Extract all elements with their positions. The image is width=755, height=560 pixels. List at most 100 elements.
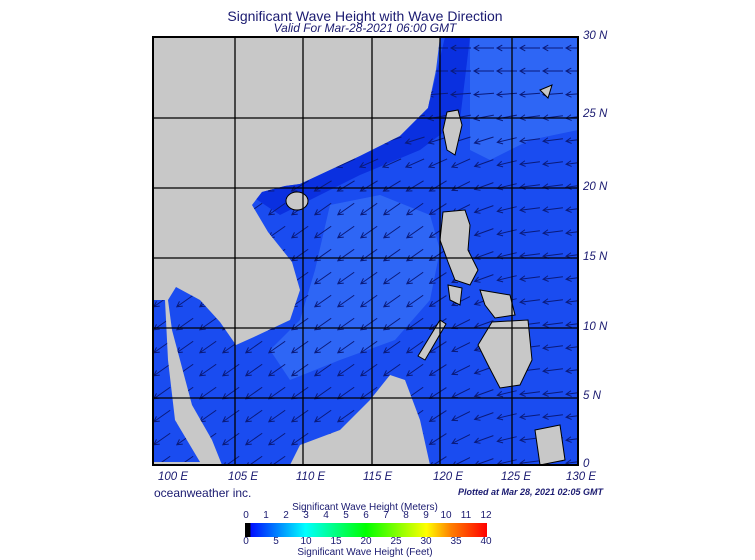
- colorbar-feet-tick: 15: [330, 536, 342, 547]
- wave-direction-arrow: [542, 206, 563, 213]
- wave-direction-arrow: [496, 160, 517, 168]
- plotted-time: Plotted at Mar 28, 2021 02:05 GMT: [458, 487, 604, 497]
- wave-direction-arrow: [565, 206, 578, 213]
- light-wave-zone: [270, 195, 440, 380]
- wave-direction-arrow: [359, 340, 378, 354]
- wave-direction-arrow: [405, 271, 424, 285]
- wave-direction-arrow: [336, 294, 355, 308]
- wave-direction-arrow: [313, 202, 332, 216]
- wave-direction-arrow: [449, 44, 471, 52]
- wave-direction-arrow: [542, 160, 563, 167]
- wave-direction-arrow: [428, 433, 447, 445]
- wave-direction-arrow: [495, 67, 517, 75]
- wave-direction-arrow: [473, 435, 494, 444]
- wave-direction-arrow: [405, 202, 424, 216]
- lat-label: 15 N: [583, 251, 608, 263]
- wave-direction-arrow: [244, 340, 263, 354]
- wave-direction-arrow: [496, 229, 517, 237]
- lon-label: 105 E: [228, 471, 259, 483]
- wave-direction-arrow: [359, 202, 378, 216]
- wave-direction-arrow: [542, 367, 563, 374]
- wave-direction-arrow: [451, 342, 471, 353]
- map-subtitle: Valid For Mar-28-2021 06:00 GMT: [273, 21, 457, 35]
- wave-direction-arrow: [564, 44, 578, 52]
- wave-direction-arrow: [519, 137, 540, 144]
- lat-label: 5 N: [583, 390, 601, 402]
- wave-direction-arrow: [313, 225, 332, 239]
- wave-direction-arrow: [290, 432, 309, 446]
- wave-direction-arrow: [449, 91, 472, 98]
- lat-label: 10 N: [583, 321, 608, 333]
- colorbar-meters-tick: 9: [423, 510, 429, 521]
- wave-direction-arrow: [496, 436, 517, 444]
- wave-direction-arrow: [405, 225, 424, 239]
- wave-direction-arrow: [542, 298, 563, 305]
- wave-direction-arrow: [428, 203, 447, 215]
- wave-direction-arrow: [541, 44, 563, 52]
- colorbar-feet-tick: 20: [360, 536, 372, 547]
- wave-direction-arrow: [564, 67, 578, 75]
- wave-direction-arrow: [565, 275, 578, 282]
- colorbar-feet-tick: 10: [300, 536, 312, 547]
- wave-direction-arrow: [198, 363, 217, 377]
- land-okinawa: [539, 84, 553, 99]
- wave-direction-arrow: [221, 409, 240, 423]
- colorbar-feet-tick: 35: [450, 536, 462, 547]
- wave-direction-arrow: [519, 229, 540, 236]
- colorbar-feet-tick: 40: [480, 536, 492, 547]
- wave-direction-arrow: [542, 344, 563, 351]
- wave-direction-arrow: [405, 363, 424, 377]
- wave-direction-arrow: [404, 136, 425, 145]
- wave-direction-arrow: [336, 363, 355, 377]
- wave-direction-arrow: [472, 91, 495, 98]
- colorbar-meters-tick: 1: [263, 510, 269, 521]
- wave-direction-arrow: [290, 248, 309, 262]
- wave-direction-arrow: [428, 410, 447, 422]
- wave-direction-arrow: [518, 91, 541, 98]
- wave-direction-arrow: [473, 274, 494, 283]
- map-title: Significant Wave Height with Wave Direct…: [227, 8, 503, 24]
- wave-direction-arrow: [496, 137, 517, 145]
- wave-direction-arrow: [290, 340, 309, 354]
- wave-direction-arrow: [565, 298, 578, 305]
- wave-direction-arrow: [290, 225, 309, 239]
- wave-direction-arrow: [542, 183, 563, 190]
- wave-direction-arrow: [382, 363, 401, 377]
- wave-direction-arrow: [358, 158, 379, 169]
- wave-direction-arrow: [451, 365, 471, 376]
- wave-direction-arrow: [221, 432, 240, 446]
- wave-direction-arrow: [542, 229, 563, 236]
- wave-direction-arrow: [404, 158, 425, 169]
- wave-direction-arrow: [473, 228, 494, 237]
- wave-direction-arrow: [221, 363, 240, 377]
- lon-label: 130 E: [566, 471, 597, 483]
- lat-label: 25 N: [583, 108, 608, 120]
- light-wave-zone-ne: [470, 37, 578, 160]
- wave-direction-arrow: [336, 340, 355, 354]
- wave-direction-arrow: [473, 389, 494, 398]
- graticule: [153, 37, 578, 465]
- wave-direction-arrow: [519, 298, 540, 305]
- colorbar-meters-title: Significant Wave Height (Meters): [292, 502, 438, 513]
- wave-direction-arrow: [313, 248, 332, 262]
- land-sulawesi: [534, 424, 566, 465]
- colorbar-meters-tick: 2: [283, 510, 289, 521]
- wave-direction-arrow: [336, 271, 355, 285]
- wave-direction-arrow: [405, 294, 424, 308]
- wave-direction-arrow: [267, 363, 286, 377]
- land-luzon: [439, 209, 479, 286]
- lat-label: 20 N: [583, 181, 608, 193]
- wave-direction-arrow: [542, 137, 563, 144]
- credit-text: oceanweather inc.: [154, 486, 252, 500]
- lat-label: 30 N: [583, 30, 608, 42]
- wave-direction-arrow: [382, 202, 401, 216]
- wave-direction-arrow: [519, 183, 540, 190]
- wave-direction-arrow: [382, 271, 401, 285]
- colorbar-meters-tick: 6: [363, 510, 369, 521]
- wave-direction-arrow: [495, 91, 518, 98]
- wave-direction-arrow: [336, 225, 355, 239]
- land-mindanao: [477, 319, 533, 389]
- colorbar-feet-tick: 30: [420, 536, 432, 547]
- wave-direction-arrow: [496, 275, 517, 283]
- lon-label: 120 E: [433, 471, 464, 483]
